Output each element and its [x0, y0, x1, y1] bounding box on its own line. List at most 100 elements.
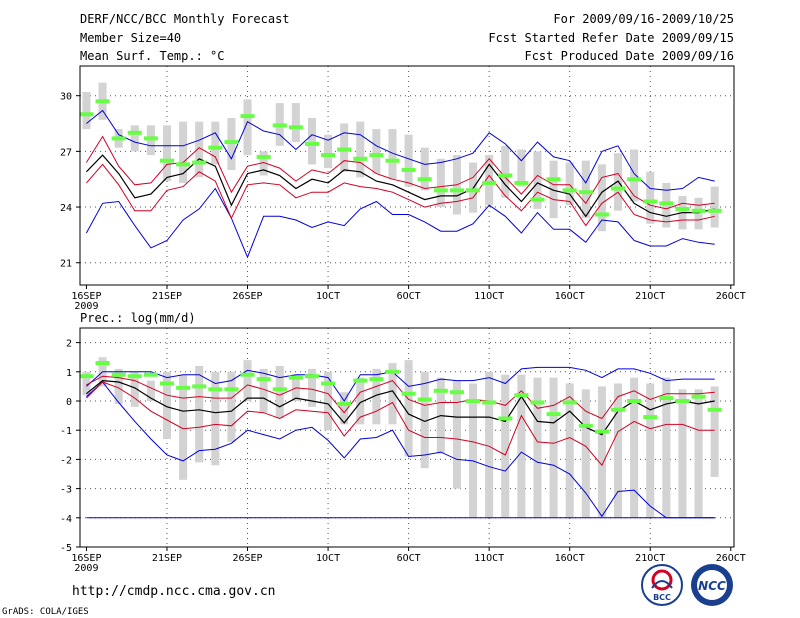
ensemble-median-mark [143, 136, 158, 141]
ensemble-box [291, 103, 300, 143]
ensemble-median-mark [224, 387, 239, 392]
ensemble-median-mark [707, 407, 722, 412]
ensemble-box [678, 389, 687, 518]
ncc-logo-inner [697, 570, 727, 600]
ensemble-median-mark [95, 99, 110, 104]
ensemble-median-mark [272, 387, 287, 392]
y-tick-label: 24 [60, 203, 72, 214]
ensemble-box [356, 377, 365, 425]
ensemble-median-mark [659, 396, 674, 401]
ensemble-median-mark [675, 206, 690, 211]
y-tick-label: 2 [66, 339, 72, 350]
temperature-panel: 16SEP 21SEP 26SEP 1OCT 6OCT 11OCT 16OCT 21OCT 26… [60, 65, 746, 312]
ensemble-box [630, 377, 639, 518]
y-tick-label: -4 [60, 514, 72, 525]
ensemble-median-mark [95, 361, 110, 366]
ensemble-box [710, 186, 719, 228]
ensemble-min-line [85, 187, 715, 259]
ensemble-median-mark [530, 197, 545, 202]
x-tick-label: 26OCT [716, 553, 746, 564]
ensemble-box [211, 121, 220, 165]
ncc-logo: NCC [691, 564, 733, 606]
x-tick-label: 16SEP [71, 553, 101, 564]
ensemble-box [243, 360, 252, 401]
ensemble-median-mark [546, 177, 561, 182]
ensemble-box [646, 171, 655, 224]
ensemble-median-mark [143, 372, 158, 377]
ensemble-median-mark [224, 140, 239, 145]
ensemble-box [82, 371, 91, 396]
ensemble-median-mark [578, 190, 593, 195]
ensemble-median-mark [627, 399, 642, 403]
x-tick-label: 6OCT [397, 291, 421, 302]
ensemble-box [662, 377, 671, 518]
ensemble-box [259, 151, 268, 176]
ensemble-median-mark [288, 375, 303, 380]
ensemble-median-mark [449, 188, 464, 193]
ensemble-median-mark [691, 394, 706, 399]
ensemble-box [243, 99, 252, 156]
ensemble-box [420, 147, 429, 191]
ensemble-median-mark [159, 381, 174, 386]
ensemble-box [517, 374, 526, 518]
temperature-plot-frame [79, 65, 735, 286]
precipitation-lines [86, 366, 715, 519]
ensemble-box [179, 374, 188, 480]
ensemble-box [130, 371, 139, 407]
ensemble-box [162, 125, 172, 182]
ensemble-box [710, 386, 719, 477]
ensemble-box [372, 129, 381, 174]
bcc-logo: BCC [641, 564, 683, 606]
ensemble-box [565, 162, 574, 206]
ensemble-median-mark [433, 388, 448, 393]
x-tick-label: 16OCT [555, 553, 585, 564]
ensemble-box [324, 371, 333, 431]
ensemble-median-mark [691, 208, 706, 213]
ensemble-median-mark [385, 369, 400, 374]
precipitation-plot-frame [79, 327, 735, 548]
ensemble-median-mark [546, 412, 561, 417]
temperature-lines [85, 109, 715, 259]
ensemble-box [372, 368, 381, 425]
ensemble-median-mark [433, 188, 448, 193]
y-tick-label: 30 [60, 92, 72, 103]
mean-plus-sd-line [86, 375, 715, 420]
x-tick-label: 11OCT [474, 553, 504, 564]
ensemble-median-mark [159, 158, 174, 163]
ensemble-box [420, 371, 429, 469]
ensemble-box [130, 125, 139, 152]
start-date-label: Fcst Started Refer Date 2009/09/15 [488, 31, 734, 45]
ensemble-median-mark [240, 114, 255, 119]
x-tick-label: 16OCT [555, 291, 585, 302]
mean-minus-sd-line [86, 381, 715, 467]
ensemble-median-mark [79, 112, 94, 117]
ensemble-box [565, 383, 574, 518]
x-tick-label: 26OCT [716, 291, 746, 302]
temperature-boxes [82, 82, 719, 232]
y-tick-label: -1 [60, 426, 72, 437]
ensemble-box [162, 371, 172, 439]
ensemble-median-mark [127, 374, 142, 379]
y-tick-label: -5 [60, 543, 72, 554]
ensemble-box [404, 134, 413, 187]
variable-label: Mean Surf. Temp.: °C [80, 49, 225, 63]
ensemble-box [259, 368, 268, 413]
ensemble-median-mark [594, 429, 609, 434]
y-tick-label: 27 [60, 147, 72, 158]
y-tick-label: -2 [60, 455, 72, 466]
ensemble-median-mark [369, 377, 384, 382]
ensemble-box [581, 160, 590, 219]
ensemble-box [356, 121, 365, 178]
y-tick-label: 1 [66, 368, 72, 379]
ensemble-box [404, 360, 413, 457]
source-url[interactable]: http://cmdp.ncc.cma.gov.cn [72, 584, 276, 599]
ensemble-min-line [86, 381, 715, 519]
ncc-logo-text: NCC [698, 579, 726, 593]
ensemble-median-mark [321, 381, 336, 386]
precipitation-ticks: 16SEP 21SEP 26SEP 1OCT 6OCT 11OCT 16OCT 21OCT 26… [60, 339, 746, 574]
bcc-logo-ring [641, 564, 683, 606]
x-tick-label: 1OCT [316, 553, 340, 564]
ensemble-median-mark [192, 160, 207, 165]
y-tick-label: -3 [60, 485, 72, 496]
ensemble-box [114, 368, 123, 404]
